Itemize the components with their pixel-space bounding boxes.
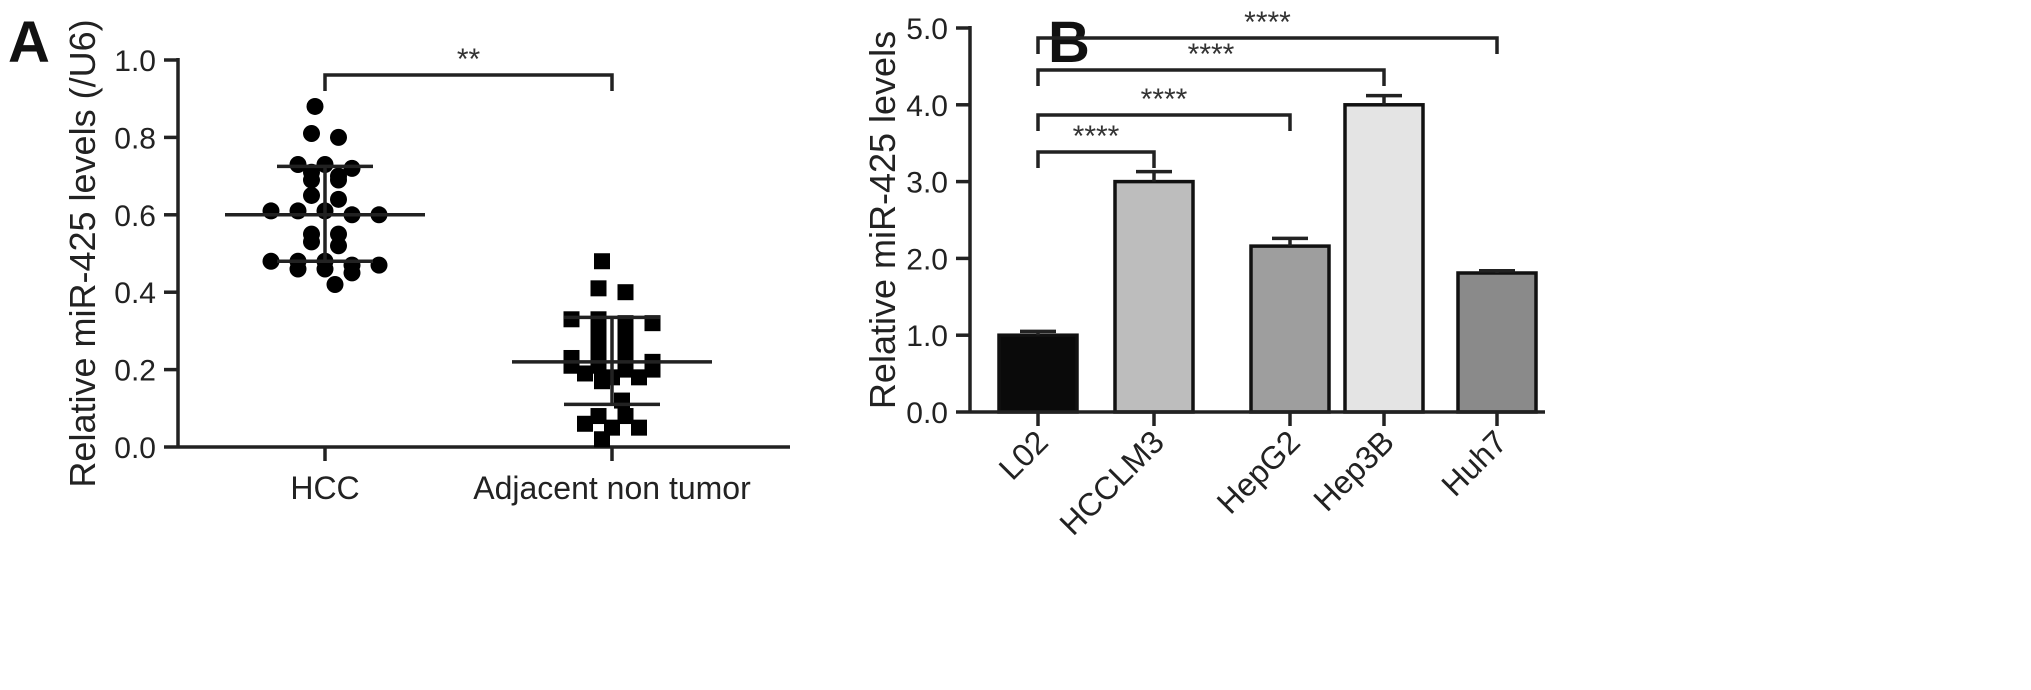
b-significance-bracket (1036, 36, 1499, 54)
a-y-tick-label: 0.8 (114, 122, 156, 155)
b-x-tick-label: HepG2 (1210, 423, 1307, 520)
b-y-axis-title: Relative miR-425 levels (862, 31, 903, 409)
a-hcc-point (262, 202, 280, 220)
a-adjacent-point (590, 311, 607, 328)
a-adjacent-point (644, 315, 661, 332)
panel-b-letter: B (1048, 10, 1090, 75)
b-significance-bracket (1036, 68, 1386, 86)
a-x-tick-label: Adjacent non tumor (473, 470, 751, 506)
a-significance-label: ** (457, 43, 481, 76)
b-bar (1113, 179, 1195, 414)
a-adjacent-point (563, 311, 580, 328)
a-adjacent-point (577, 365, 593, 382)
panel-a: A 0.0 0.2 0.4 0.6 0.8 1.0 HCC Adjacent non tumo… (8, 10, 790, 506)
b-significance-bracket (1036, 113, 1292, 131)
a-hcc-point (303, 171, 320, 189)
a-hcc-point (330, 171, 347, 189)
a-hcc-point (330, 128, 347, 146)
b-bar (997, 333, 1079, 414)
a-y-tick-label: 0.6 (114, 200, 156, 233)
a-hcc-point (343, 159, 361, 177)
b-x-tick-label: Hep3B (1306, 423, 1401, 518)
a-adjacent-point (594, 431, 610, 448)
b-significance-label: **** (1073, 120, 1120, 153)
panel-a-letter: A (8, 10, 50, 75)
a-hcc-point (370, 256, 388, 274)
a-y-tick-label: 1.0 (114, 45, 156, 78)
b-y-tick-label: 1.0 (906, 320, 948, 353)
a-hcc-point (303, 233, 320, 251)
a-x-tick-label: HCC (290, 470, 359, 506)
b-y-tick-label: 2.0 (906, 243, 948, 276)
a-adjacent-point (617, 408, 634, 425)
a-adjacent-point (590, 326, 607, 343)
a-adjacent-point (631, 419, 647, 436)
b-x-tick-label: Huh7 (1434, 423, 1514, 503)
a-adjacent-point (590, 408, 607, 425)
b-y-tick-label: 5.0 (906, 13, 948, 46)
a-adjacent-point (644, 361, 661, 378)
a-y-axis-title: Relative miR-425 levels (/U6) (62, 19, 103, 487)
a-adjacent-point (617, 326, 634, 343)
a-hcc-point (303, 186, 320, 204)
b-significance-bracket (1036, 150, 1156, 168)
b-y-tick-label: 3.0 (906, 167, 948, 200)
b-bar (1456, 271, 1538, 414)
b-significance-label: **** (1188, 38, 1235, 71)
a-y-tick-label: 0.4 (114, 277, 156, 310)
b-bar (1343, 103, 1425, 414)
a-significance-bracket (323, 73, 614, 91)
a-hcc-point (306, 97, 324, 115)
b-bar (1249, 244, 1331, 414)
b-significance-label: **** (1244, 6, 1291, 39)
a-hcc-point (289, 260, 307, 278)
a-adjacent-point (617, 361, 634, 378)
b-x-tick-label: HCCLM3 (1052, 423, 1170, 541)
a-hcc-point (289, 202, 307, 220)
b-x-tick-label: L02 (992, 423, 1055, 486)
a-adjacent-point (577, 415, 593, 432)
a-hcc-point (330, 190, 347, 208)
a-hcc-point (330, 237, 347, 255)
b-y-tick-label: 4.0 (906, 90, 948, 123)
a-adjacent-point (590, 280, 607, 297)
a-hcc-point (303, 125, 320, 143)
a-adjacent-point (594, 253, 610, 270)
a-adjacent-point (617, 284, 634, 301)
a-hcc-point (262, 252, 280, 270)
a-y-tick-label: 0.0 (114, 432, 156, 465)
a-hcc-point (316, 155, 334, 173)
a-hcc-point (289, 155, 307, 173)
a-hcc-point (326, 275, 344, 293)
b-y-tick-label: 0.0 (906, 397, 948, 430)
a-y-tick-label: 0.2 (114, 355, 156, 388)
a-hcc-point (316, 260, 334, 278)
a-hcc-point (343, 264, 361, 282)
a-adjacent-point (594, 373, 610, 390)
a-adjacent-point (631, 369, 647, 386)
b-significance-label: **** (1141, 83, 1188, 116)
